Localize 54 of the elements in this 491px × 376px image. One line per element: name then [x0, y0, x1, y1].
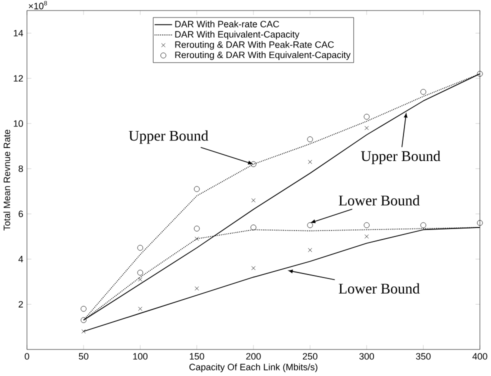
x-tick-label: 50 [78, 353, 88, 360]
x-tick-label: 0 [24, 353, 30, 360]
point [138, 278, 142, 282]
point [308, 248, 312, 252]
point [364, 126, 369, 130]
x-tick-label: 400 [472, 353, 488, 360]
legend-label: DAR With Equivalent-Capacity [175, 31, 300, 40]
point [251, 266, 256, 270]
x-tick-label: 200 [246, 353, 261, 360]
point [250, 224, 256, 231]
text: ×10$^{8}$ [28, 1, 47, 10]
x-tick-label: 250 [302, 353, 318, 360]
point [194, 186, 200, 192]
y-tick-label: 14 [14, 30, 24, 37]
annotation: Lower Bound [338, 195, 420, 206]
point [194, 226, 200, 232]
x-tick-label: 100 [133, 353, 148, 360]
y-tick-label: 6 [18, 210, 23, 218]
point [420, 89, 426, 95]
x-tick-label: 300 [359, 353, 374, 360]
point [138, 306, 142, 312]
x-axis-title: Capacity Of Each Link (Mbits/s) [189, 364, 318, 372]
point [308, 160, 312, 164]
point [477, 71, 483, 77]
point [250, 162, 256, 168]
point [477, 220, 483, 226]
legend-label: DAR With Peak-rate CAC [175, 20, 280, 28]
legend-label: Rerouting & DAR With Peak-Rate CAC [175, 41, 334, 50]
point [364, 222, 370, 228]
point [80, 317, 86, 324]
point [364, 114, 370, 120]
point [307, 222, 313, 228]
point [364, 234, 369, 239]
y-tick-label: 12 [14, 75, 23, 82]
x-tick-label: 150 [190, 353, 204, 360]
point [82, 330, 86, 334]
point [251, 198, 256, 203]
point [194, 286, 199, 291]
x-tick-label: 350 [416, 353, 431, 360]
point [80, 306, 86, 312]
annotation: Upper Bound [128, 130, 208, 144]
y-tick-label: 10 [14, 120, 23, 127]
y-tick-label: 2 [18, 301, 23, 308]
point [137, 245, 144, 251]
point [307, 136, 313, 142]
point [420, 222, 426, 228]
y-tick-label: 8 [18, 166, 23, 172]
point [137, 270, 144, 276]
legend-label: Rerouting & DAR With Equivalent-Capacity [175, 52, 351, 60]
annotation: Lower Bound [338, 284, 420, 294]
y-tick-label: 4 [18, 256, 24, 262]
point [194, 236, 199, 242]
y-axis-title: Total Mean Revnue Rate [3, 130, 10, 231]
annotation: Upper Bound [361, 150, 440, 164]
